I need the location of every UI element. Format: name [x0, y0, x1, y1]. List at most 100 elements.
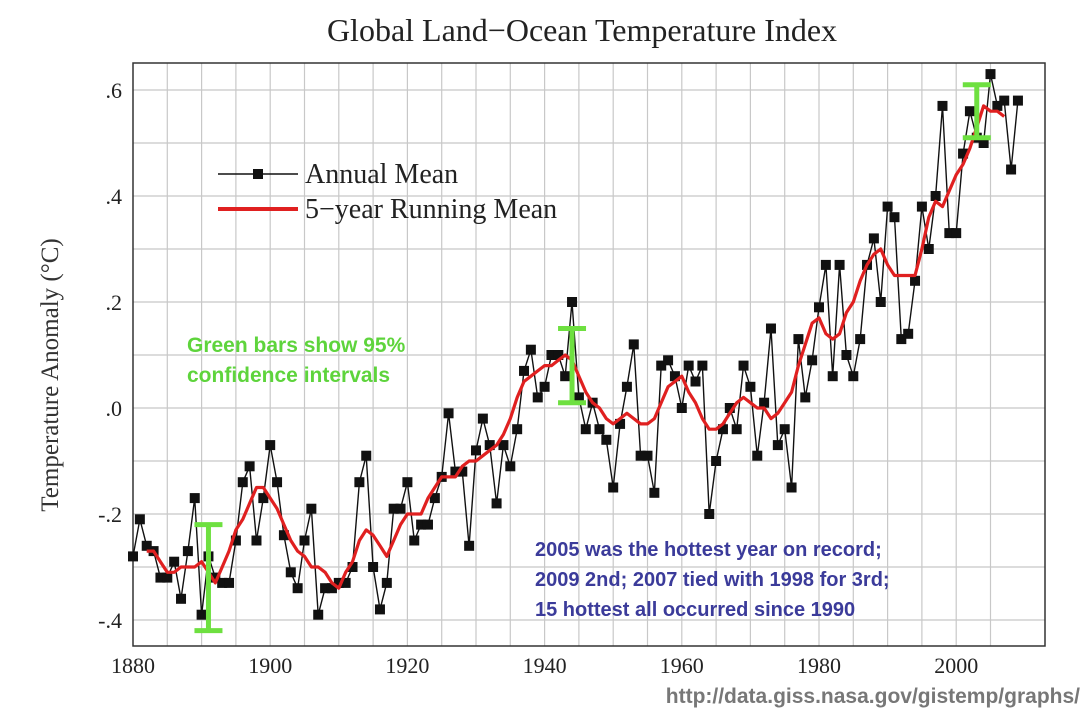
annual-mean-point	[752, 450, 763, 461]
annual-mean-point	[1006, 164, 1017, 175]
annual-mean-point	[964, 106, 975, 117]
annual-mean-point	[615, 418, 626, 429]
annual-mean-point	[189, 493, 200, 504]
annual-mean-point	[210, 572, 221, 583]
annual-mean-point	[525, 344, 536, 355]
annual-mean-point	[512, 424, 523, 435]
legend-running-label: 5−year Running Mean	[305, 194, 557, 225]
annual-mean-point	[388, 503, 399, 514]
annual-mean-point	[916, 201, 927, 212]
annual-mean-point	[937, 100, 948, 111]
annual-mean-point	[601, 434, 612, 445]
annual-mean-point	[882, 201, 893, 212]
y-tick-label: -.2	[98, 502, 122, 527]
annual-mean-point	[498, 440, 509, 451]
annual-mean-point	[141, 540, 152, 551]
annual-mean-point	[251, 535, 262, 546]
annual-mean-point	[663, 355, 674, 366]
x-tick-label: 2000	[934, 653, 978, 678]
record-note-line-3: 15 hottest all occurred since 1990	[535, 599, 855, 621]
x-tick-label: 1940	[523, 653, 567, 678]
annual-mean-point	[368, 562, 379, 572]
annual-mean-point	[649, 487, 660, 498]
annual-mean-point	[930, 191, 941, 201]
annual-mean-point	[169, 556, 180, 567]
y-tick-label: .4	[106, 184, 123, 209]
y-axis-label: Temperature Anomaly (°C)	[37, 238, 64, 511]
confidence-note-line-1: Green bars show 95%	[187, 334, 406, 357]
annual-mean-point	[841, 350, 852, 360]
annual-mean-point	[409, 535, 420, 546]
annual-mean-point	[182, 546, 193, 557]
annual-mean-point	[416, 519, 427, 530]
annual-mean-point	[573, 392, 584, 403]
confidence-note: Green bars show 95% confidence intervals	[187, 334, 406, 387]
legend-annual-label: Annual Mean	[305, 159, 458, 190]
record-note: 2005 was the hottest year on record; 200…	[535, 539, 890, 621]
annual-mean-point	[834, 259, 845, 270]
annual-mean-point	[162, 572, 173, 583]
annual-mean-point	[669, 371, 680, 382]
annual-mean-point	[1012, 95, 1023, 106]
annual-mean-point	[621, 381, 632, 392]
grid	[133, 63, 1045, 646]
x-tick-label: 1920	[385, 653, 429, 678]
annual-mean-point	[326, 583, 337, 594]
annual-mean-point	[539, 381, 550, 392]
annual-mean-point	[814, 302, 824, 313]
annual-mean-point	[340, 577, 351, 588]
annual-mean-point	[155, 572, 166, 583]
legend: Annual Mean 5−year Running Mean	[218, 159, 557, 225]
annual-mean-point	[910, 275, 921, 286]
annual-mean-point	[800, 392, 811, 403]
annual-mean-point	[292, 583, 303, 594]
annual-mean-point	[683, 360, 694, 371]
annual-mean-point	[745, 381, 756, 392]
annual-mean-point	[347, 562, 358, 572]
annual-mean-point	[992, 100, 1003, 111]
annual-mean-point	[457, 466, 468, 477]
legend-annual-marker	[253, 169, 263, 179]
annual-mean-point	[505, 461, 516, 472]
annual-mean-point	[628, 339, 639, 350]
annual-mean-point	[361, 450, 372, 461]
annual-mean-point	[553, 350, 564, 360]
annual-mean-point	[793, 334, 804, 345]
annual-mean-point	[237, 477, 248, 488]
annual-mean-point	[299, 535, 310, 546]
annual-mean-point	[704, 509, 715, 519]
running-mean-line	[146, 104, 1006, 590]
annual-mean-point	[697, 360, 708, 371]
annual-mean-point	[450, 466, 461, 477]
annual-mean-point	[176, 593, 187, 604]
annual-mean-point	[546, 350, 557, 360]
annual-mean-point	[285, 567, 296, 578]
chart-title: Global Land−Ocean Temperature Index	[327, 12, 837, 48]
y-tick-label: .0	[106, 396, 123, 421]
confidence-bar	[194, 522, 223, 634]
y-tick-label: .6	[106, 78, 123, 103]
annual-mean-point	[443, 408, 454, 419]
y-tick-label: .2	[106, 290, 123, 315]
annual-mean-point	[134, 514, 145, 525]
annual-mean-point	[711, 456, 722, 466]
annual-mean-point	[717, 424, 728, 435]
annual-mean-point	[690, 376, 701, 387]
annual-mean-point	[779, 424, 790, 435]
x-tick-label: 1900	[248, 653, 292, 678]
annual-mean-point	[313, 609, 324, 620]
annual-mean-point	[985, 69, 996, 80]
annual-mean-series	[128, 69, 1023, 620]
annual-mean-point	[738, 360, 749, 371]
annual-mean-point	[580, 424, 591, 435]
annual-mean-point	[567, 297, 578, 307]
confidence-note-line-2: confidence intervals	[187, 364, 390, 387]
annual-mean-point	[491, 498, 502, 509]
x-tick-label: 1880	[111, 653, 155, 678]
annual-mean-point	[875, 297, 886, 307]
annual-mean-point	[333, 577, 344, 588]
annual-mean-point	[519, 365, 530, 376]
source-url: http://data.giss.nasa.gov/gistemp/graphs…	[666, 685, 1080, 708]
confidence-bar	[558, 326, 587, 406]
